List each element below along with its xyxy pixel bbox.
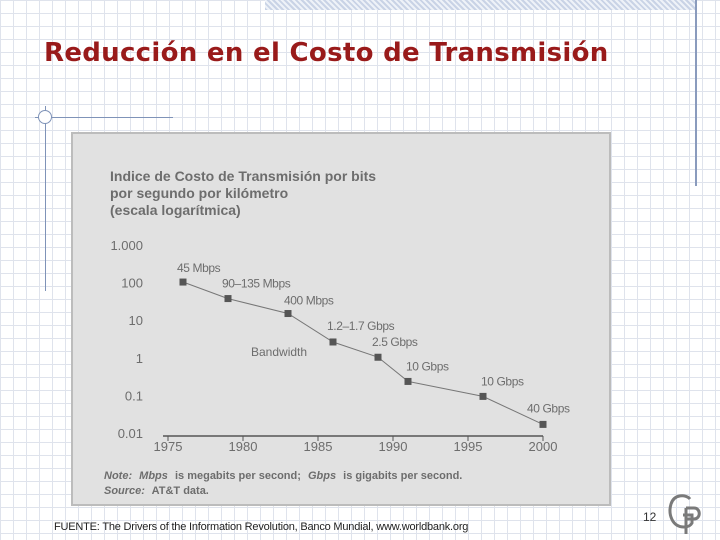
data-point <box>539 420 547 428</box>
chart-panel: Indice de Costo de Transmisión por bits … <box>71 132 611 506</box>
bandwidth-annotation: Bandwidth <box>251 345 307 359</box>
decorative-horizontal-line <box>35 117 173 118</box>
page-number: 12 <box>643 510 657 524</box>
x-tick-label: 1995 <box>454 439 483 454</box>
data-point-label: 400 Mbps <box>284 294 334 308</box>
note-term-gbps: Gbps <box>308 470 336 482</box>
right-decorative-rule <box>695 0 697 186</box>
y-tick-label: 1 <box>136 351 143 366</box>
source-text: AT&T data. <box>152 485 209 497</box>
chart-axes: 1975 1980 1985 1990 1995 2000 1.000 100 10 1 0.1 0.… <box>110 238 557 454</box>
data-point <box>404 377 412 385</box>
x-tick-label: 1975 <box>154 439 183 454</box>
y-tick-label: 1.000 <box>110 238 143 253</box>
note-prefix: Note: <box>104 470 132 482</box>
data-point <box>479 392 487 400</box>
data-point-label: 90–135 Mbps <box>222 277 291 291</box>
data-point <box>224 295 232 303</box>
data-point <box>329 338 337 346</box>
data-point-label: 40 Gbps <box>527 401 570 415</box>
slide-title: Reducción en el Costo de Transmisión <box>44 38 609 68</box>
top-decorative-band <box>265 0 695 10</box>
source-prefix: Source: <box>104 485 145 497</box>
note-text-mbps: is megabits per second; <box>175 470 301 482</box>
data-point <box>284 310 292 318</box>
note-text-gbps: is gigabits per second. <box>343 470 462 482</box>
data-point <box>179 278 187 286</box>
x-tick-label: 2000 <box>529 439 558 454</box>
x-tick-label: 1980 <box>229 439 258 454</box>
x-tick-label: 1990 <box>379 439 408 454</box>
gp-logo-icon <box>668 494 701 534</box>
x-tick-label: 1985 <box>304 439 333 454</box>
data-point-label: 1.2–1.7 Gbps <box>327 319 395 333</box>
y-tick-label: 0.01 <box>118 426 143 441</box>
trend-line <box>182 281 544 425</box>
chart-title-line-2: por segundo por kilómetro <box>110 185 288 201</box>
data-point-label: 2.5 Gbps <box>372 335 418 349</box>
chart-title-line-3: (escala logarítmica) <box>110 202 241 218</box>
y-tick-label: 0.1 <box>125 388 143 403</box>
chart-note: Note: Mbps is megabits per second; Gbps … <box>104 470 462 482</box>
data-point-label: 45 Mbps <box>177 261 221 275</box>
y-tick-label: 100 <box>121 276 143 291</box>
data-point-label: 10 Gbps <box>406 359 449 373</box>
chart-source: Source: AT&T data. <box>104 485 209 497</box>
chart-title-line-1: Indice de Costo de Transmisión por bits <box>110 168 376 184</box>
y-tick-label: 10 <box>129 313 143 328</box>
decorative-vertical-line <box>45 106 46 291</box>
chart-figure: Indice de Costo de Transmisión por bits … <box>104 168 570 497</box>
data-point <box>374 353 382 361</box>
note-term-mbps: Mbps <box>139 470 168 482</box>
decorative-circle-icon <box>38 110 52 124</box>
data-point-label: 10 Gbps <box>481 374 524 388</box>
source-citation: FUENTE: The Drivers of the Information R… <box>54 521 469 533</box>
